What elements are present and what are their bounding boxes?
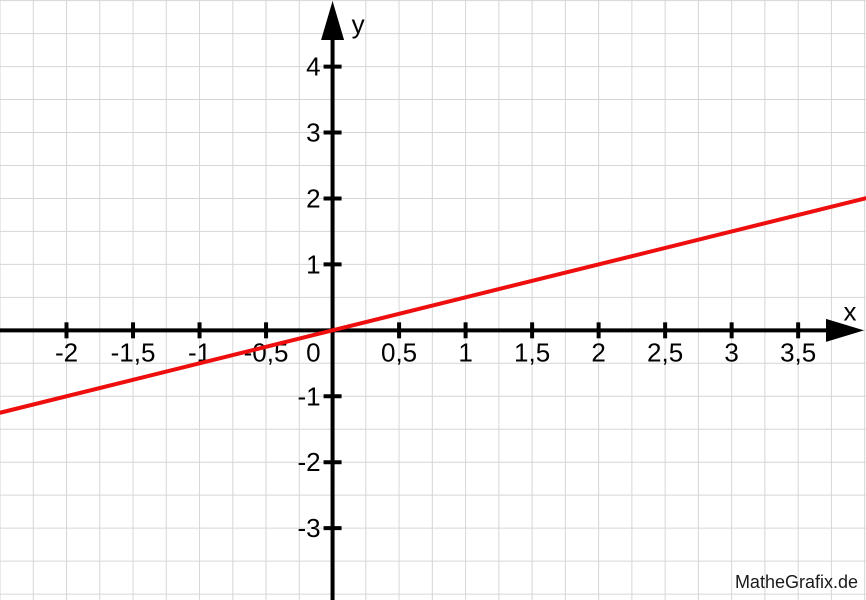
x-axis-arrow [826, 318, 864, 342]
x-axis-label: x [844, 296, 857, 326]
x-tick-label: 1 [458, 337, 472, 367]
y-tick-label: 3 [306, 118, 320, 148]
y-tick-label: 4 [306, 52, 320, 82]
y-axis-arrow [321, 1, 345, 40]
x-tick-label: 0,5 [381, 337, 417, 367]
x-tick-label: -2 [55, 337, 78, 367]
x-tick-label: 2 [591, 337, 605, 367]
y-tick-label: -1 [297, 381, 320, 411]
y-tick-label: 1 [306, 249, 320, 279]
watermark: MatheGrafix.de [734, 572, 858, 592]
function-line [0, 196, 866, 415]
x-tick-label: 3,5 [780, 337, 816, 367]
origin-label: 0 [306, 337, 320, 367]
y-tick-label: -2 [297, 447, 320, 477]
y-tick-label: 2 [306, 183, 320, 213]
x-tick-label: -1,5 [111, 337, 156, 367]
y-axis-label: y [352, 9, 365, 39]
x-tick-label: 2,5 [647, 337, 683, 367]
x-tick-label: 3 [724, 337, 738, 367]
x-tick-label: 1,5 [514, 337, 550, 367]
y-tick-label: -3 [297, 513, 320, 543]
